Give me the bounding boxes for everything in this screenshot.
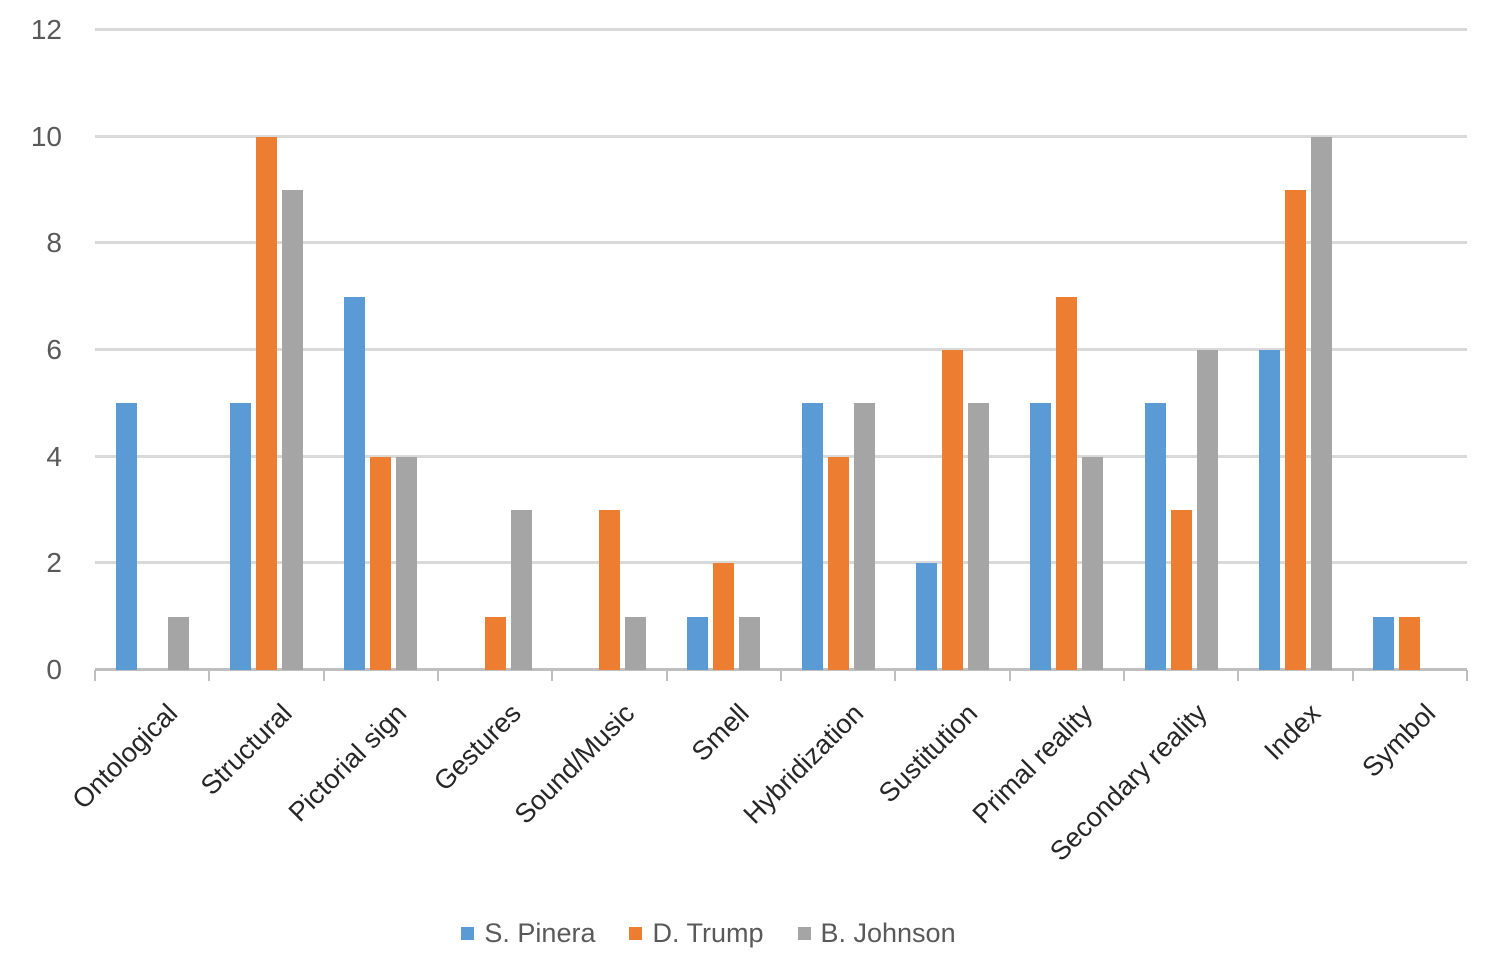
legend-swatch-icon bbox=[629, 927, 643, 940]
bar-group bbox=[1353, 30, 1467, 670]
bar-groups bbox=[95, 30, 1467, 670]
legend-item: D. Trump bbox=[629, 918, 764, 949]
x-axis-tick-label: Sustitution bbox=[873, 698, 984, 809]
x-axis-tick bbox=[894, 670, 897, 681]
bar bbox=[624, 616, 646, 670]
gridline bbox=[95, 454, 1467, 458]
x-axis-tick bbox=[551, 670, 554, 681]
bar bbox=[370, 456, 392, 670]
bar bbox=[281, 190, 303, 670]
gridline bbox=[95, 241, 1467, 245]
bar bbox=[1196, 350, 1218, 670]
bar bbox=[941, 350, 963, 670]
bar bbox=[915, 563, 937, 670]
x-axis-tick-label: Sound/Music bbox=[509, 698, 641, 830]
bar bbox=[598, 510, 620, 670]
legend-item: B. Johnson bbox=[797, 918, 956, 949]
bar bbox=[1310, 136, 1332, 670]
x-axis-tick bbox=[322, 670, 325, 681]
bar bbox=[739, 616, 761, 670]
bar bbox=[827, 456, 849, 670]
x-axis-tick-label: Ontological bbox=[66, 698, 184, 815]
bar bbox=[1258, 350, 1280, 670]
bar bbox=[484, 616, 506, 670]
plot-area: 0 2 4 6 8 10 12 Ontological Structural Pictorial… bbox=[31, 16, 1468, 867]
y-axis-tick-label: 6 bbox=[46, 334, 62, 365]
bar bbox=[167, 616, 189, 670]
bar-group bbox=[438, 30, 552, 670]
x-axis-labels: Ontological Structural Pictorial sign Gestu… bbox=[67, 670, 1467, 900]
bar bbox=[1144, 403, 1166, 670]
gridline bbox=[95, 561, 1467, 565]
x-axis-tick bbox=[780, 670, 782, 681]
x-axis-tick bbox=[208, 670, 211, 681]
x-axis-tick bbox=[1351, 670, 1354, 681]
bar-group bbox=[209, 30, 323, 670]
x-axis-tick-label: Gestures bbox=[427, 698, 527, 797]
bar-group bbox=[1238, 30, 1352, 670]
bar-group bbox=[781, 30, 895, 670]
bar bbox=[115, 403, 137, 670]
bar bbox=[1170, 510, 1192, 670]
x-axis-tick-label: Structural bbox=[194, 698, 298, 801]
gridline bbox=[95, 348, 1467, 351]
bar bbox=[229, 403, 251, 670]
bar bbox=[1373, 616, 1395, 670]
bar bbox=[853, 403, 875, 670]
x-axis-tick-label: Symbol bbox=[1356, 698, 1442, 783]
y-axis-tick-label: 10 bbox=[30, 120, 62, 152]
bar-group bbox=[1010, 30, 1124, 670]
legend-swatch-icon bbox=[461, 927, 475, 940]
y-axis-tick-label: 12 bbox=[30, 14, 62, 45]
legend-label: S. Pinera bbox=[484, 918, 596, 948]
legend-label: B. Johnson bbox=[820, 918, 956, 948]
bar bbox=[801, 403, 823, 670]
bar-group bbox=[1124, 30, 1238, 670]
x-axis-tick bbox=[437, 670, 439, 681]
x-axis-line bbox=[95, 668, 1467, 671]
x-axis-tick bbox=[94, 670, 96, 681]
legend-label: D. Trump bbox=[652, 918, 764, 948]
y-axis-tick-label: 0 bbox=[46, 654, 62, 685]
bar-group bbox=[95, 30, 209, 670]
bar bbox=[1399, 616, 1421, 670]
bar bbox=[396, 456, 418, 670]
bar-group bbox=[552, 30, 666, 670]
x-axis-tick-label: Hybridization bbox=[737, 698, 870, 830]
x-axis-tick bbox=[665, 670, 668, 681]
bar-group bbox=[667, 30, 781, 670]
legend-item: S. Pinera bbox=[461, 918, 595, 949]
legend: S. Pinera D. Trump B. Johnson bbox=[0, 918, 1454, 949]
y-axis-tick-label: 2 bbox=[46, 547, 62, 579]
x-axis-tick-label: Pictorial sign bbox=[282, 698, 413, 828]
y-axis-tick-label: 4 bbox=[46, 440, 62, 472]
x-axis-tick bbox=[1123, 670, 1125, 681]
bar bbox=[687, 616, 709, 670]
x-axis-tick bbox=[1466, 670, 1468, 681]
bar bbox=[1030, 403, 1052, 670]
bar-group bbox=[895, 30, 1009, 670]
x-axis-tick bbox=[1237, 670, 1240, 681]
legend-swatch-icon bbox=[797, 927, 811, 940]
x-axis-tick bbox=[1008, 670, 1011, 681]
bar bbox=[510, 510, 532, 670]
bar bbox=[967, 403, 989, 670]
y-axis-tick-label: 8 bbox=[46, 227, 62, 259]
bar bbox=[255, 136, 277, 670]
bar bbox=[344, 296, 366, 670]
bar bbox=[1082, 456, 1104, 670]
x-axis-tick-label: Smell bbox=[686, 698, 756, 767]
gridline bbox=[95, 134, 1467, 138]
bar bbox=[1056, 296, 1078, 670]
gridline bbox=[95, 28, 1467, 31]
x-axis-tick-label: Index bbox=[1258, 698, 1327, 766]
bar bbox=[713, 563, 735, 670]
bar-group bbox=[324, 30, 438, 670]
bar bbox=[1284, 190, 1306, 670]
